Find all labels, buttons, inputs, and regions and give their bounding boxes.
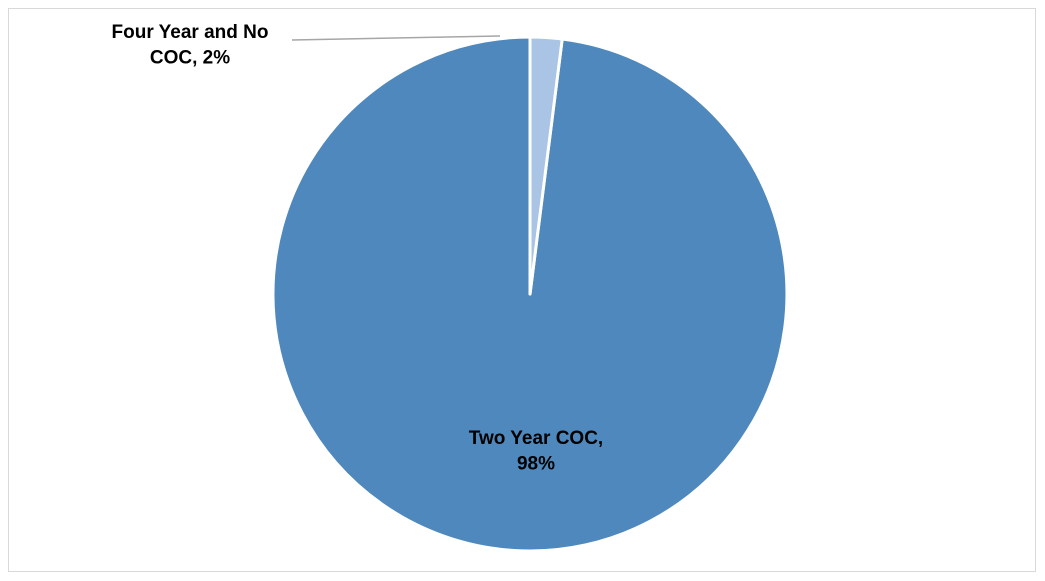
data-label-four-year-and-no-coc: Four Year and No COC, 2%: [112, 22, 269, 69]
leader-line: [292, 36, 500, 40]
